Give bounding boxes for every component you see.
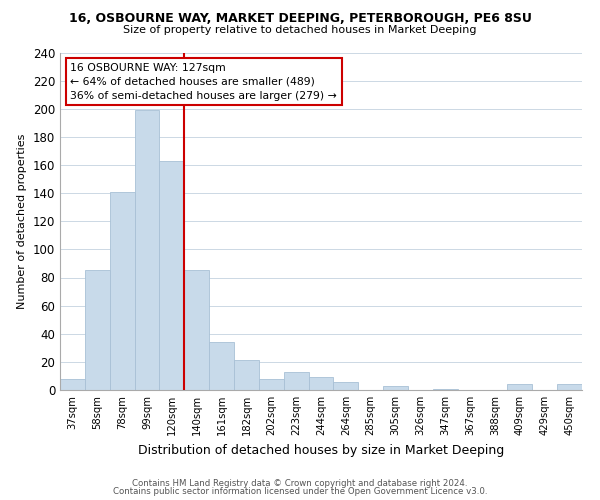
Y-axis label: Number of detached properties: Number of detached properties: [17, 134, 27, 309]
Bar: [308, 378, 334, 390]
Bar: [259, 379, 284, 390]
Bar: [134, 110, 160, 390]
Bar: [234, 360, 259, 390]
Bar: [508, 384, 532, 390]
Bar: [110, 192, 134, 390]
Bar: [383, 386, 408, 390]
Bar: [433, 388, 458, 390]
Text: Size of property relative to detached houses in Market Deeping: Size of property relative to detached ho…: [123, 25, 477, 35]
X-axis label: Distribution of detached houses by size in Market Deeping: Distribution of detached houses by size …: [138, 444, 504, 456]
Bar: [184, 270, 209, 390]
Text: Contains public sector information licensed under the Open Government Licence v3: Contains public sector information licen…: [113, 487, 487, 496]
Bar: [284, 372, 308, 390]
Bar: [209, 342, 234, 390]
Text: 16 OSBOURNE WAY: 127sqm
← 64% of detached houses are smaller (489)
36% of semi-d: 16 OSBOURNE WAY: 127sqm ← 64% of detache…: [70, 62, 337, 100]
Text: 16, OSBOURNE WAY, MARKET DEEPING, PETERBOROUGH, PE6 8SU: 16, OSBOURNE WAY, MARKET DEEPING, PETERB…: [68, 12, 532, 26]
Bar: [557, 384, 582, 390]
Bar: [60, 379, 85, 390]
Bar: [334, 382, 358, 390]
Bar: [160, 161, 184, 390]
Text: Contains HM Land Registry data © Crown copyright and database right 2024.: Contains HM Land Registry data © Crown c…: [132, 478, 468, 488]
Bar: [85, 270, 110, 390]
